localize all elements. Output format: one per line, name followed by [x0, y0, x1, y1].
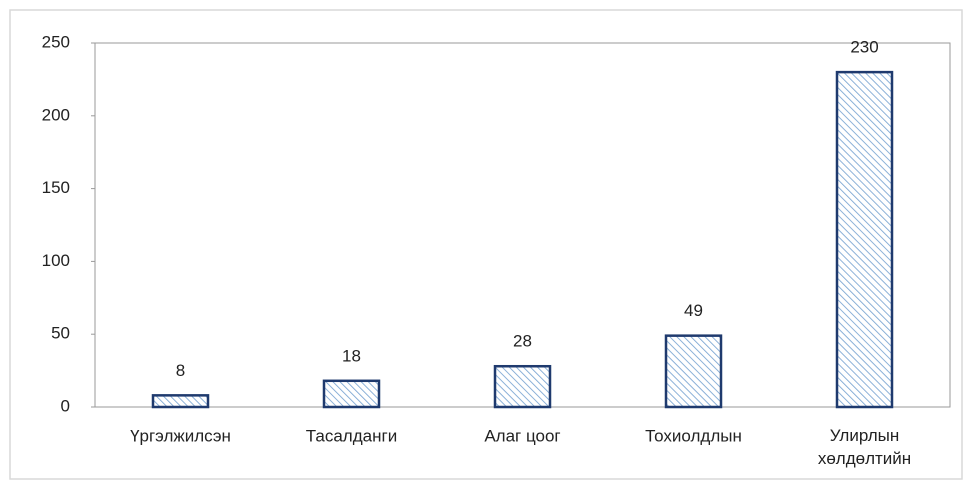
data-label: 8	[176, 361, 185, 380]
y-tick-label: 100	[42, 251, 70, 270]
chart-frame	[9, 9, 963, 480]
y-tick-label: 200	[42, 105, 70, 124]
y-tick-label: 50	[51, 324, 70, 343]
bar	[322, 379, 381, 409]
bar	[493, 364, 552, 409]
data-label: 230	[850, 38, 878, 57]
data-label: 28	[513, 332, 532, 351]
bar	[664, 334, 723, 409]
x-tick-label: Тохиолдлын	[645, 426, 742, 445]
x-tick-label: Үргэлжилсэн	[130, 426, 231, 445]
data-label: 18	[342, 346, 361, 365]
bar	[835, 70, 894, 409]
x-tick-label: Тасалданги	[306, 426, 397, 445]
bar	[151, 394, 210, 409]
y-tick-label: 0	[61, 396, 70, 415]
x-tick-label: Улирлын хөлдөлтийн	[818, 426, 911, 468]
x-tick-label: Алаг цоог	[484, 426, 560, 445]
y-tick-label: 250	[42, 32, 70, 51]
data-label: 49	[684, 301, 703, 320]
y-tick-label: 150	[42, 178, 70, 197]
